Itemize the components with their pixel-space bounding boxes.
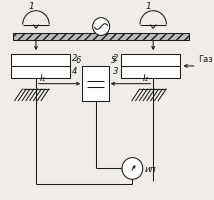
Text: I₂: I₂	[143, 73, 149, 82]
Text: 2: 2	[113, 54, 118, 63]
Text: ип: ип	[145, 164, 156, 173]
Text: 3: 3	[113, 67, 118, 76]
Bar	[13, 34, 189, 41]
Text: 2: 2	[72, 54, 77, 63]
Text: I₁: I₁	[40, 73, 46, 82]
Text: 1: 1	[146, 2, 151, 11]
Text: 6: 6	[75, 56, 80, 65]
Circle shape	[122, 158, 143, 179]
Bar	[121, 55, 180, 78]
Text: Газ: Газ	[199, 55, 213, 64]
Circle shape	[93, 19, 110, 36]
Text: 4: 4	[72, 67, 77, 76]
Text: 5: 5	[111, 56, 116, 65]
Text: 1: 1	[28, 2, 34, 11]
Bar	[11, 55, 70, 78]
Bar	[82, 67, 109, 102]
